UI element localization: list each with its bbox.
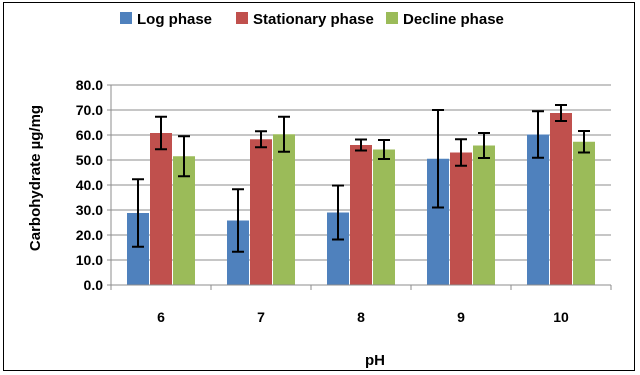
y-tick-labels: 0.0 10.0 20.0 30.0 40.0 50.0 60.0 70.0 80.0 — [76, 77, 103, 293]
y-tick-label: 60.0 — [76, 127, 103, 143]
x-tick-label: 7 — [257, 309, 265, 325]
bar — [427, 158, 449, 285]
y-tick-label: 20.0 — [76, 227, 103, 243]
bar — [373, 149, 395, 285]
y-tick-label: 50.0 — [76, 152, 103, 168]
bars — [127, 113, 595, 285]
x-tick-label: 10 — [553, 309, 569, 325]
bar — [150, 133, 172, 285]
y-tick-label: 80.0 — [76, 77, 103, 93]
x-tick-label: 8 — [357, 309, 365, 325]
y-tick-label: 40.0 — [76, 177, 103, 193]
legend-swatch — [120, 12, 132, 24]
bar — [450, 152, 472, 285]
bar — [273, 134, 295, 285]
bar — [573, 141, 595, 285]
legend-swatch — [236, 12, 248, 24]
legend: Log phase Stationary phase Decline phase — [120, 11, 504, 28]
bar — [527, 134, 549, 285]
legend-label: Stationary phase — [253, 11, 374, 28]
bar — [350, 145, 372, 285]
legend-swatch — [386, 12, 398, 24]
y-axis-title: Carbohydrate µg/mg — [27, 105, 44, 251]
x-tick-label: 9 — [457, 309, 465, 325]
bar — [327, 212, 349, 285]
legend-label: Log phase — [137, 11, 212, 28]
error-bars — [132, 104, 590, 253]
axes — [107, 84, 612, 290]
x-tick-labels: 6 7 8 9 10 — [157, 309, 569, 325]
bar — [473, 145, 495, 285]
bar — [550, 113, 572, 285]
y-tick-label: 30.0 — [76, 202, 103, 218]
y-tick-label: 10.0 — [76, 252, 103, 268]
x-tick-label: 6 — [157, 309, 165, 325]
y-tick-label: 70.0 — [76, 102, 103, 118]
bar — [250, 139, 272, 285]
bar — [173, 156, 195, 285]
x-axis-title: pH — [365, 352, 385, 369]
y-tick-label: 0.0 — [84, 277, 104, 293]
legend-label: Decline phase — [403, 11, 504, 28]
bar — [127, 213, 149, 285]
